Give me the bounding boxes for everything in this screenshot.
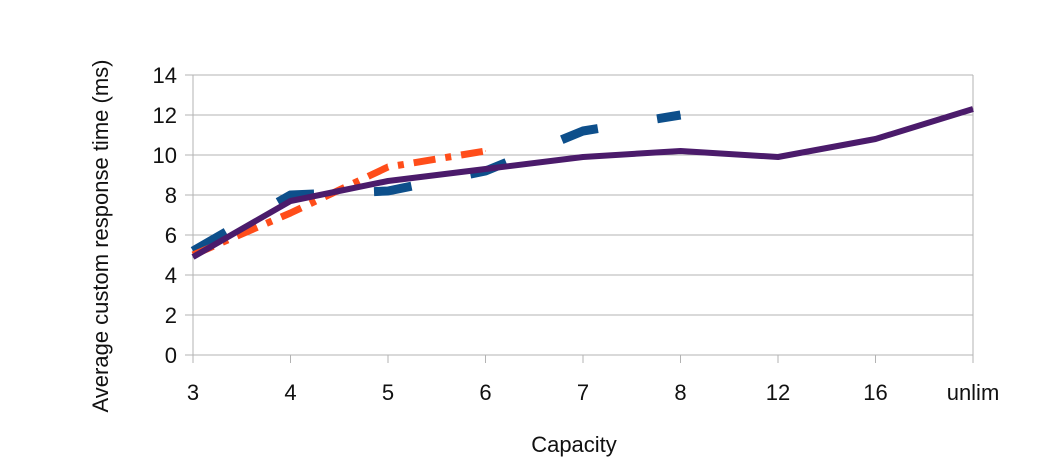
x-tick-label-4: 4 [284,380,296,405]
point-series-3-5 [387,180,389,182]
point-series-3-4 [290,200,291,202]
point-series-3-6 [485,168,486,170]
line-series-1 [190,110,682,255]
point-series-3-7 [582,156,584,158]
y-tick-label-6: 6 [165,223,177,248]
point-series-1-8 [680,114,681,116]
x-tick-label-8: 8 [674,380,686,405]
x-tick-labels: 3 4 5 6 7 8 12 16 unlim [187,355,999,405]
x-tick-label-unlim: unlim [947,380,1000,405]
y-tick-label-14: 14 [153,63,177,88]
series-lines [190,106,974,260]
point-series-1-5 [387,190,389,192]
y-tick-label-10: 10 [153,143,177,168]
x-tick-label-16: 16 [863,380,887,405]
y-axis-title: Average custom response time (ms) [88,60,113,413]
y-tick-label-8: 8 [165,183,177,208]
x-tick-label-7: 7 [577,380,589,405]
x-tick-label-5: 5 [382,380,394,405]
gridlines [185,74,973,356]
y-tick-labels: 0 2 4 6 8 10 12 14 [153,63,177,368]
axes [192,75,974,355]
point-series-1-7 [582,130,584,132]
x-tick-label-6: 6 [479,380,491,405]
point-series-3-12 [777,156,779,158]
x-axis-title: Capacity [531,432,617,457]
point-series-3-unlim [972,108,974,110]
point-series-2-6 [485,150,486,152]
point-series-1-4 [290,194,291,196]
y-tick-label-12: 12 [153,103,177,128]
x-tick-label-12: 12 [766,380,790,405]
x-tick-label-3: 3 [187,380,199,405]
point-series-3-3 [192,256,194,258]
line-series-2 [191,147,487,259]
y-tick-label-4: 4 [165,263,177,288]
y-tick-label-2: 2 [165,303,177,328]
y-tick-label-0: 0 [165,343,177,368]
point-series-3-16 [875,138,876,140]
point-series-3-8 [680,150,681,152]
point-series-2-4 [290,212,291,214]
point-series-2-5 [387,166,389,168]
